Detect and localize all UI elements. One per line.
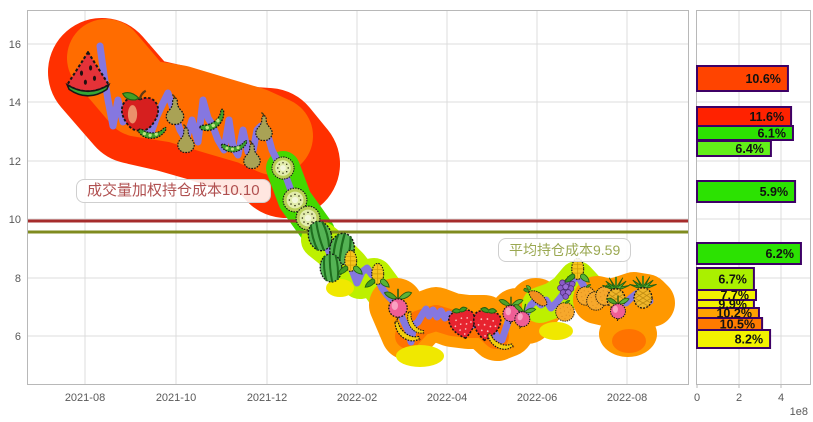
cost-bar (696, 329, 772, 349)
hist-x-tick-label: 0 (694, 392, 700, 404)
hist-x-tick-label: 2 (736, 392, 742, 404)
cost-bar-label: 11.6% (749, 110, 784, 124)
cost-bar-label: 7.7% (721, 289, 750, 303)
x-tick-label: 2022-04 (427, 392, 467, 404)
y-tick-label: 16 (9, 39, 21, 51)
hist-unit-label: 1e8 (790, 406, 808, 418)
volume-glow-blob (612, 329, 646, 353)
y-tick-label: 8 (15, 273, 21, 285)
cost-bar-label: 10.2% (716, 307, 751, 321)
volume-glow-blob (539, 322, 573, 340)
cost-bar-label: 10.6% (745, 72, 780, 86)
x-tick-label: 2022-06 (517, 392, 557, 404)
cost-bar (696, 140, 772, 157)
x-tick-label: 2022-08 (607, 392, 647, 404)
cost-bar-label: 9.9% (718, 298, 747, 312)
y-tick-label: 6 (15, 331, 21, 343)
kiwi-icon (271, 156, 295, 180)
volume-glow-blob (396, 345, 444, 367)
x-tick-label: 2022-02 (337, 392, 377, 404)
cost-bar-label: 6.1% (757, 127, 786, 141)
volume-glow-blob (326, 279, 354, 297)
avg-cost-label: 平均持仓成本9.59 (498, 238, 632, 262)
cost-bar-label: 8.2% (735, 333, 764, 347)
cost-bar-label: 5.9% (760, 185, 789, 199)
cost-bar-label: 6.7% (718, 273, 747, 287)
x-tick-label: 2021-10 (156, 392, 196, 404)
hist-x-tick-label: 4 (778, 392, 784, 404)
y-tick-label: 14 (9, 97, 21, 109)
cost-bar (696, 242, 802, 265)
main-plot-frame (27, 10, 689, 385)
cost-bar-label: 10.5% (720, 318, 755, 332)
cost-bar-label: 6.4% (735, 142, 764, 156)
cost-bar (696, 65, 789, 92)
cost-bar-label: 6.2% (765, 247, 794, 261)
y-tick-label: 10 (9, 214, 21, 226)
vwap-cost-label: 成交量加权持仓成本10.10 (76, 179, 271, 203)
x-tick-label: 2021-08 (65, 392, 105, 404)
cost-bar (696, 180, 797, 203)
x-tick-label: 2021-12 (247, 392, 287, 404)
y-tick-label: 12 (9, 156, 21, 168)
